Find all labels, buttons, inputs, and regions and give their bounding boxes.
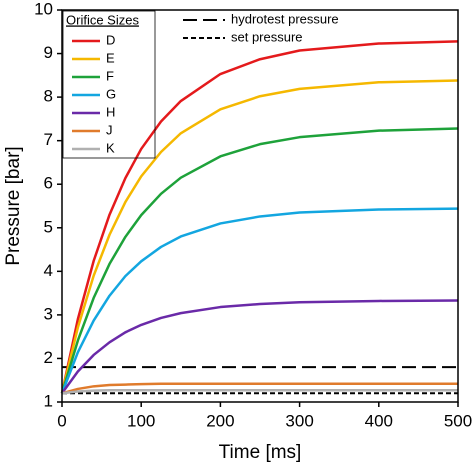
y-axis-label: Pressure [bar] — [3, 146, 24, 265]
legend-label: G — [106, 86, 116, 101]
series-line — [61, 388, 458, 395]
legend-label: set pressure — [231, 29, 303, 44]
y-tick-label: 4 — [44, 261, 53, 280]
y-tick-label: 8 — [44, 87, 53, 106]
series-line — [61, 382, 458, 395]
legend-label: E — [106, 50, 115, 65]
legend-label: K — [106, 140, 115, 155]
series-line — [60, 207, 459, 394]
series-line — [60, 40, 459, 394]
legend-label: F — [106, 68, 114, 83]
y-tick-label: 6 — [44, 174, 53, 193]
x-axis-label: Time [ms] — [219, 442, 302, 463]
legend-label: H — [106, 104, 115, 119]
series-line — [60, 79, 459, 394]
y-tick-label: 1 — [44, 391, 53, 410]
x-tick-label: 200 — [206, 411, 234, 430]
x-tick-label: 300 — [285, 411, 313, 430]
y-tick-label: 10 — [34, 0, 53, 18]
legend-label: D — [106, 32, 115, 47]
y-tick-label: 2 — [44, 348, 53, 367]
y-tick-label: 5 — [44, 217, 53, 236]
x-tick-label: 0 — [57, 411, 66, 430]
x-tick-label: 100 — [127, 411, 155, 430]
y-tick-label: 9 — [44, 43, 53, 62]
series-line — [60, 127, 459, 394]
legend-label: hydrotest pressure — [231, 11, 339, 26]
y-tick-label: 7 — [44, 130, 53, 149]
series-line — [60, 299, 459, 395]
x-tick-label: 500 — [444, 411, 472, 430]
legend-title: Orifice Sizes — [66, 12, 139, 27]
x-tick-label: 400 — [365, 411, 393, 430]
plot-frame — [61, 9, 459, 403]
legend-label: J — [106, 122, 113, 137]
legend-box — [62, 10, 156, 159]
y-tick-label: 3 — [44, 304, 53, 323]
